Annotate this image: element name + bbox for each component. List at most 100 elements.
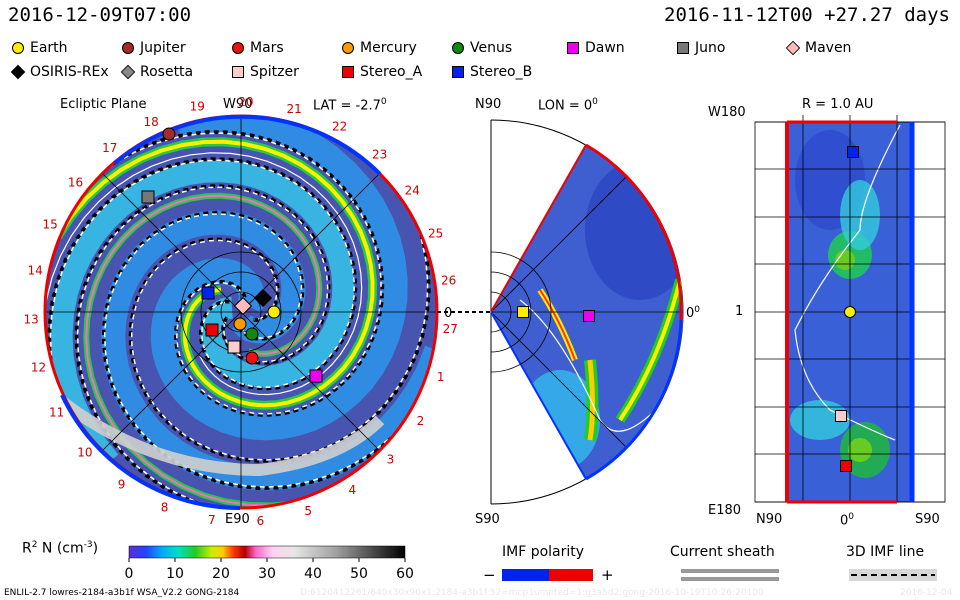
colorbar-tick-label: 30 [258,566,276,582]
rim-number: 22 [332,120,347,134]
ecliptic-maven-marker [233,296,253,316]
stereo-a-marker-icon [342,66,354,78]
legend-label: Dawn [585,40,625,56]
rim-number: 6 [257,514,265,528]
rim-number: 13 [23,312,38,326]
radial-w180-label: W180 [708,105,746,120]
rim-number: 11 [49,406,64,420]
legend-label: Rosetta [140,64,194,80]
mercury-marker-icon [342,42,354,54]
legend-item-venus: Venus [452,40,512,56]
legend-label: Juno [695,40,726,56]
rim-number: 12 [31,361,46,375]
ecliptic-dawn-marker [309,369,323,383]
current-sheath-key [681,569,779,581]
ecliptic-bodies [141,127,323,383]
legend-label: OSIRIS-REx [30,64,109,80]
meridional-right-label: 00 [686,305,700,321]
rim-number: 3 [387,453,395,467]
ecliptic-mars-marker [245,351,259,365]
colorbar-tick-label: 0 [125,566,134,582]
imf-plus-sign: + [601,566,614,584]
ecliptic-right-angle-label: 0 [444,306,452,321]
colorbar-tick-label: 40 [304,566,322,582]
legend-item-mercury: Mercury [342,40,417,56]
legend-label: Jupiter [140,40,186,56]
rim-number: 21 [287,102,302,116]
legend-item-dawn: Dawn [567,40,625,56]
legend-item-earth: Earth [12,40,68,56]
footer-date: 2016-12-04 [900,588,953,598]
radial-bodies [835,146,859,472]
ecliptic-rim-negative [113,114,382,176]
rim-number: 1 [437,370,445,384]
rim-number: 20 [238,95,253,109]
legend-label: Maven [805,40,852,56]
rim-number: 26 [441,273,456,287]
stereo-b-marker-icon [452,66,464,78]
ecliptic-rim-numbers: 19 20 212223242526271234567891011121314151… [23,95,457,528]
radial-stereo-b-marker [847,146,859,158]
ecliptic-title: Ecliptic Plane [60,97,147,112]
colorbar-tick-label: 20 [212,566,230,582]
radial-e180-label: E180 [708,503,742,518]
colorbar-ticks: 0 10 20 30 40 50 60 [125,558,414,582]
radial-stereo-a-marker [840,460,852,472]
legend-label: Stereo_B [470,64,533,80]
meridional-current-sheet [519,299,666,432]
footer-run-id: D:6120412261/640x30x90x1:2184-a3b1f:52=m… [300,588,764,598]
rim-number: 25 [428,226,443,240]
imf-polarity-label: IMF polarity [502,544,585,560]
meridional-plane-plot: 00 [490,119,700,505]
rim-number: 8 [161,501,169,515]
density-colorbar: 0 10 20 30 40 50 60 [125,545,414,582]
rim-number: 17 [102,141,117,155]
rim-number: 9 [118,478,126,492]
venus-marker-icon [452,42,464,54]
dawn-marker-icon [567,42,579,54]
colorbar-tick-label: 10 [166,566,184,582]
imf-negative-swatch [502,569,549,581]
imf-line-key [849,569,937,581]
rim-number: 19 [190,100,205,114]
ecliptic-mercury-marker [233,317,247,331]
ecliptic-stereo-b-marker [201,286,215,300]
radial-spitzer-marker [835,410,847,422]
legend-item-stereo-b: Stereo_B [452,64,532,80]
rim-number: 24 [405,184,420,198]
ecliptic-bottom-label: E90 [225,512,250,527]
imf-positive-swatch [549,569,593,581]
meridional-bottom-label: S90 [475,512,500,527]
meridional-bodies [517,306,595,322]
rim-number: 18 [143,115,158,129]
radial-title: R = 1.0 AU [802,97,874,112]
ecliptic-jupiter-marker [162,127,176,141]
ecliptic-lat-label: LAT = -2.70 [313,97,387,114]
legend-item-osiris-rex: OSIRIS-REx [10,64,109,80]
legend-item-rosetta: Rosetta [120,64,194,80]
colorbar-tick-label: 60 [396,566,414,582]
ecliptic-top-label: W90 [223,97,253,112]
legend-item-juno: Juno [677,40,725,56]
meridional-top-label: N90 [475,97,502,112]
ecliptic-earth-marker [267,305,281,319]
radial-surface-plot [754,115,946,504]
radial-xtick-0: 00 [840,512,855,529]
colorbar-label: R2 N (cm-3) [22,540,99,557]
legend-item-jupiter: Jupiter [122,40,186,56]
colorbar-tick-label: 50 [350,566,368,582]
rim-number: 16 [68,176,83,190]
ecliptic-rim-negative-2 [60,394,241,511]
rim-number: 7 [208,513,216,527]
legend-item-stereo-a: Stereo_A [342,64,422,80]
ecliptic-venus-marker [245,327,259,341]
legend-label: Earth [30,40,68,56]
colorbar-gradient [128,545,406,559]
legend-item-maven: Maven [785,40,852,56]
juno-marker-icon [677,42,689,54]
rim-number: 10 [77,446,92,460]
mars-marker-icon [232,42,244,54]
footer-run-info: ENLIL-2.7 lowres-2184-a3b1f WSA_V2.2 GON… [4,588,240,598]
radial-xtick-s90: S90 [915,512,940,527]
simulation-timestamp: 2016-12-09T07:00 [8,4,192,26]
